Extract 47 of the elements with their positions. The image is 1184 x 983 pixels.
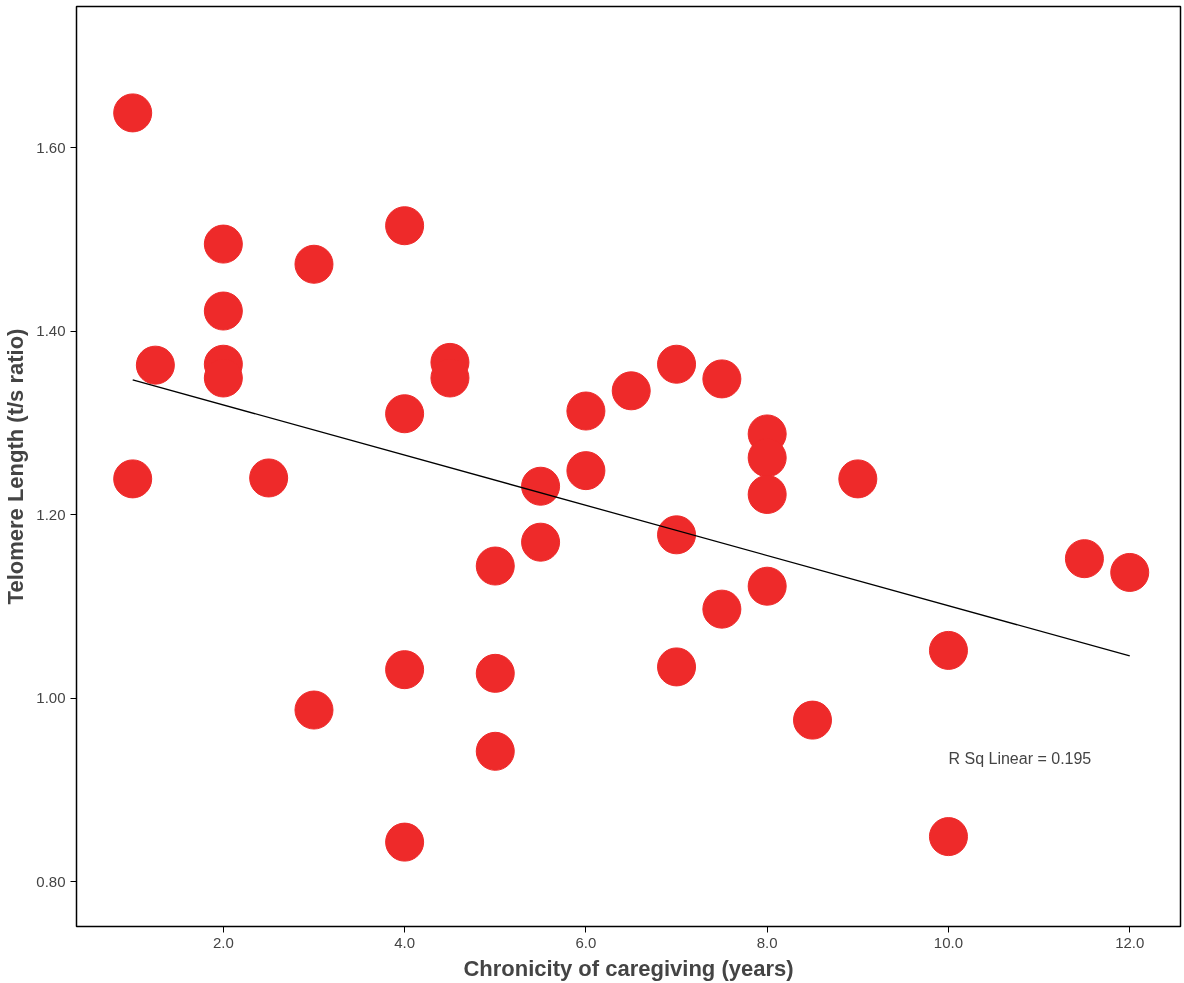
x-tick-label: 6.0 xyxy=(575,933,597,951)
y-tick-label: 0.80 xyxy=(36,872,66,890)
point xyxy=(294,244,334,284)
point xyxy=(249,458,289,498)
point xyxy=(203,224,243,264)
point xyxy=(566,391,606,431)
point xyxy=(113,93,153,133)
point xyxy=(385,650,425,690)
point xyxy=(702,589,742,629)
y-tick-label: 1.60 xyxy=(36,138,66,156)
point xyxy=(294,690,334,730)
point xyxy=(475,731,515,771)
point xyxy=(566,451,606,491)
point xyxy=(113,459,153,499)
point xyxy=(657,515,697,555)
point xyxy=(657,647,697,687)
x-tick-label: 8.0 xyxy=(756,933,778,951)
point xyxy=(657,344,697,384)
point xyxy=(611,371,651,411)
y-axis-title: Telomere Length (t/s ratio) xyxy=(3,328,29,605)
point xyxy=(928,817,968,857)
x-tick-label: 2.0 xyxy=(212,933,234,951)
point xyxy=(203,291,243,331)
point xyxy=(385,822,425,862)
point xyxy=(385,394,425,434)
x-tick-label: 12.0 xyxy=(1115,933,1145,951)
x-axis-title: Chronicity of caregiving (years) xyxy=(463,955,794,981)
point xyxy=(385,206,425,246)
point xyxy=(135,345,175,385)
x-tick-label: 4.0 xyxy=(394,933,416,951)
y-tick-label: 1.00 xyxy=(36,689,66,707)
point xyxy=(475,546,515,586)
annotation: R Sq Linear = 0.195 xyxy=(948,749,1092,767)
y-tick-label: 1.20 xyxy=(36,505,66,523)
point xyxy=(747,475,787,514)
point xyxy=(521,466,561,506)
point xyxy=(1110,552,1150,592)
point xyxy=(793,700,832,740)
x-tick-label: 10.0 xyxy=(933,933,964,951)
point xyxy=(521,522,561,562)
point xyxy=(1064,539,1104,579)
point xyxy=(838,459,878,499)
point xyxy=(475,653,515,693)
point xyxy=(702,359,742,399)
y-tick-label: 1.40 xyxy=(36,322,66,340)
point xyxy=(747,566,787,606)
point xyxy=(928,630,968,670)
